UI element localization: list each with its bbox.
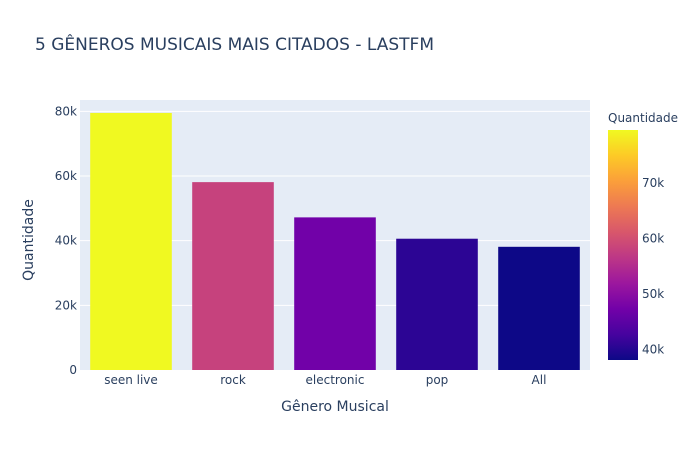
colorbar-tick-label: 70k (642, 176, 664, 190)
bar-electronic[interactable] (294, 217, 376, 370)
x-axis-title: Gênero Musical (281, 399, 389, 415)
chart-title: 5 GÊNEROS MUSICAIS MAIS CITADOS - LASTFM (35, 33, 434, 55)
colorbar-ticks: 40k 50k 60k 70k (642, 176, 664, 357)
y-tick-label: 60k (55, 169, 77, 183)
colorbar-tick-label: 50k (642, 287, 664, 301)
y-tick-label: 20k (55, 298, 77, 312)
x-tick-label: electronic (306, 373, 365, 387)
bar-seen-live[interactable] (90, 112, 172, 370)
x-tick-label: All (532, 373, 547, 387)
y-tick-label: 40k (55, 234, 77, 248)
x-tick-label: pop (426, 373, 449, 387)
bars (90, 112, 580, 370)
colorbar-tick-label: 60k (642, 231, 664, 245)
colorbar-tick-label: 40k (642, 342, 664, 356)
bar-rock[interactable] (192, 182, 274, 370)
y-tick-label: 0 (69, 363, 77, 377)
bar-all[interactable] (498, 246, 580, 370)
colorbar-title: Quantidade (608, 111, 678, 125)
y-axis-title: Quantidade (21, 199, 37, 281)
x-tick-label: rock (220, 373, 246, 387)
colorbar (608, 130, 638, 360)
y-axis-ticks: 0 20k 40k 60k 80k (55, 104, 77, 377)
y-tick-label: 80k (55, 104, 77, 118)
bar-pop[interactable] (396, 238, 478, 370)
x-tick-label: seen live (104, 373, 158, 387)
x-axis-ticks: seen live rock electronic pop All (104, 373, 546, 387)
